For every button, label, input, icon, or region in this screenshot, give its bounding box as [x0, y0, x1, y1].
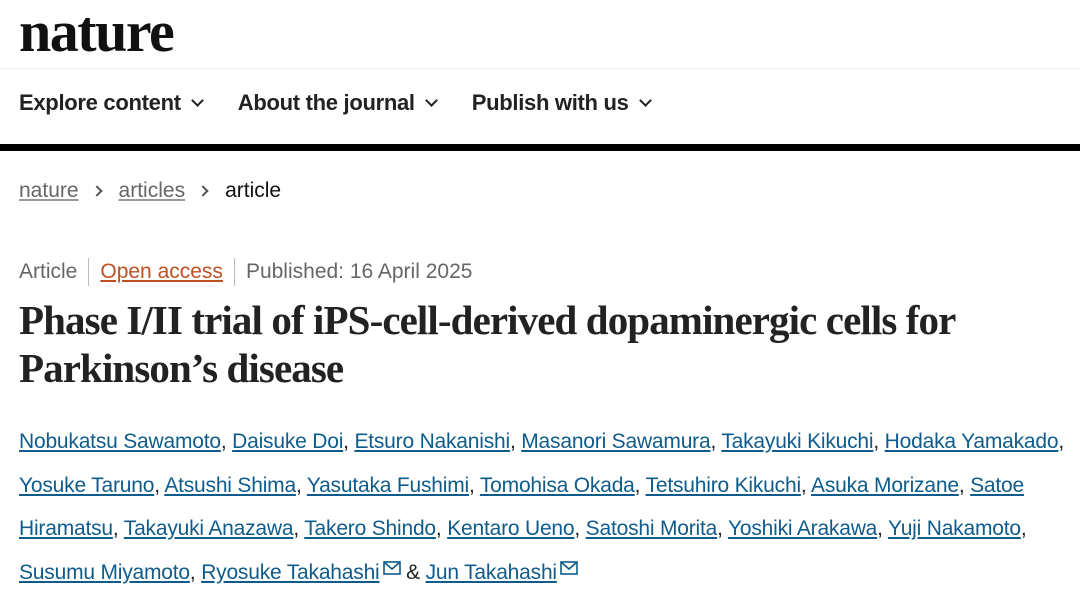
- main-nav: Explore content About the journal Publis…: [19, 90, 652, 116]
- mail-icon[interactable]: [560, 560, 578, 575]
- author-link[interactable]: Yuji Nakamoto: [888, 517, 1021, 540]
- breadcrumb-current: article: [225, 179, 282, 202]
- chevron-down-icon: [424, 94, 438, 107]
- author-list: Nobukatsu Sawamoto, Daisuke Doi, Etsuro …: [19, 430, 1064, 584]
- open-access-link[interactable]: Open access: [100, 260, 223, 283]
- author-link[interactable]: Masanori Sawamura: [521, 430, 711, 453]
- author-link[interactable]: Satoe Hiramatsu: [19, 473, 1024, 541]
- nav-label: About the journal: [237, 90, 415, 115]
- article-type: Article: [19, 260, 78, 283]
- article-meta: Article Open access Published: 16 April …: [19, 258, 472, 286]
- nav-label: Explore content: [19, 90, 181, 115]
- author-link[interactable]: Atsushi Shima: [164, 473, 296, 497]
- author-link[interactable]: Hodaka Yamakado: [884, 430, 1059, 453]
- chevron-down-icon: [190, 94, 204, 107]
- nav-label: Publish with us: [471, 90, 629, 115]
- author-link[interactable]: Takero Shindo: [304, 517, 436, 540]
- nav-publish-with-us[interactable]: Publish with us: [471, 90, 652, 116]
- chevron-right-icon: [90, 185, 103, 197]
- author-link[interactable]: Etsuro Nakanishi: [354, 430, 510, 453]
- nav-about-journal[interactable]: About the journal: [237, 90, 438, 116]
- header-bar: [0, 144, 1080, 151]
- author-link[interactable]: Daisuke Doi: [232, 430, 344, 453]
- author-link[interactable]: Yoshiki Arakawa: [728, 517, 878, 540]
- divider: [88, 258, 90, 286]
- author-link[interactable]: Ryosuke Takahashi: [201, 560, 380, 584]
- author-link[interactable]: Tomohisa Okada: [479, 473, 635, 497]
- breadcrumb-nature[interactable]: nature: [19, 179, 79, 202]
- chevron-down-icon: [638, 94, 652, 107]
- author-link[interactable]: Yosuke Taruno: [19, 473, 155, 497]
- chevron-right-icon: [197, 185, 209, 197]
- breadcrumb-articles[interactable]: articles: [118, 179, 186, 202]
- author-link[interactable]: Yasutaka Fushimi: [306, 473, 469, 497]
- author-link[interactable]: Jun Takahashi: [425, 560, 557, 584]
- author-conjunction: &: [406, 560, 420, 584]
- author-link[interactable]: Nobukatsu Sawamoto: [19, 430, 221, 453]
- divider: [233, 258, 235, 286]
- author-link[interactable]: Takayuki Anazawa: [123, 517, 294, 540]
- article-title: Phase I/II trial of iPS-cell-derived dop…: [19, 297, 956, 391]
- author-link[interactable]: Kentaro Ueno: [447, 517, 575, 540]
- mail-icon[interactable]: [382, 560, 401, 575]
- author-link[interactable]: Tetsuhiro Kikuchi: [645, 473, 802, 497]
- author-link[interactable]: Satoshi Morita: [585, 517, 718, 540]
- divider: [0, 68, 1080, 69]
- published-date: Published: 16 April 2025: [245, 260, 473, 283]
- breadcrumb: nature articles article: [19, 179, 281, 203]
- nav-explore-content[interactable]: Explore content: [19, 90, 204, 116]
- author-link[interactable]: Takayuki Kikuchi: [721, 430, 874, 453]
- author-link[interactable]: Susumu Miyamoto: [19, 560, 190, 584]
- author-link[interactable]: Asuka Morizane: [811, 473, 959, 497]
- nature-logo[interactable]: nature: [19, 0, 175, 64]
